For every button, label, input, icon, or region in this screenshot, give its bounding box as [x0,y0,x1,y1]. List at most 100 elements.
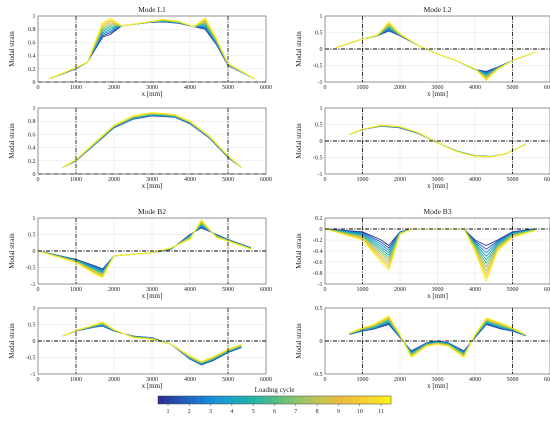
x-tick-label: 3000 [432,177,444,183]
series-cycle-6 [37,223,251,274]
series-cycle-4 [37,224,251,273]
x-tick-label: 4000 [469,377,481,383]
axes-frame [37,217,267,285]
colorbar-segment [207,396,212,404]
y-tick-label: -0.5 [313,156,323,162]
colorbar-segment [355,396,360,404]
x-tick-label: 2000 [108,287,120,293]
colorbar-segment [292,396,297,404]
axes-frame [324,15,550,83]
y-tick-label: -0.2 [313,238,323,244]
colorbar-tick-label: 4 [230,409,233,415]
y-axis-label: Modal strain [8,31,16,67]
y-tick-label: 0.2 [28,67,36,73]
colorbar-segment [362,396,367,404]
colorbar-segment [253,396,258,404]
y-tick-label: 1 [320,106,323,112]
y-tick-label: 0 [320,139,323,145]
y-tick-label: 0 [320,227,323,233]
x-tick-label: 0 [37,377,40,383]
colorbar-segment [182,396,187,404]
colorbar: Loading cycle 1 2 3 4 5 6 7 8 9 10 11 [157,386,392,415]
colorbar-segment [193,396,198,404]
x-tick-label: 0 [324,287,327,293]
y-tick-label: 0 [320,47,323,53]
colorbar-segment [228,396,233,404]
colorbar-segment [373,396,378,404]
colorbar-segment [281,396,286,404]
colorbar-tick-label: 3 [209,409,212,415]
colorbar-segment [158,396,162,404]
x-tick-label: 2000 [394,287,406,293]
y-tick-label: -0.6 [313,260,323,266]
x-tick-label: 3000 [146,85,158,91]
x-tick-label: 1000 [357,177,369,183]
colorbar-segment [186,396,191,404]
series-cycle-11 [349,124,526,158]
y-tick-label: 1 [33,216,36,222]
colorbar-segment [327,396,332,404]
x-tick-label: 4000 [184,85,196,91]
x-tick-label: 1000 [70,377,82,383]
x-axis-label: x [mm] [142,182,163,190]
x-axis-label: x [mm] [142,90,163,98]
y-axis-label: Modal strain [295,323,303,359]
y-tick-label: -1 [318,80,323,86]
series-cycle-2 [336,29,536,73]
colorbar-segment [295,396,300,404]
axes-frame [324,107,550,175]
x-tick-label: 0 [37,287,40,293]
x-axis-label: x [mm] [427,382,448,390]
colorbar-segment [380,396,385,404]
colorbar-segment [232,396,237,404]
colorbar-tick-label: 5 [252,409,255,415]
series-cycle-9 [336,23,536,80]
colorbar-segment [203,396,208,404]
x-tick-label: 4000 [469,177,481,183]
x-tick-label: 0 [37,177,40,183]
x-tick-label: 2000 [108,377,120,383]
x-axis-label: x [mm] [142,292,163,300]
panel-l2-model: 0 1000 2000 3000 4000 5000 6000 -1 -0.5 0 0.5 1 x [m… [295,106,550,190]
colorbar-segment [225,396,230,404]
y-tick-label: 0.2 [315,216,323,222]
y-tick-label: 0 [33,80,36,86]
colorbar-segment [189,396,194,404]
colorbar-segment [278,396,282,404]
panel-title: Mode B2 [138,207,166,216]
panel-b2-measured: 0 1000 2000 3000 4000 5000 6000 -1 -0.5 0 0.5 1 x [m… [8,207,272,300]
x-tick-label: 1000 [357,85,369,91]
colorbar-label: Loading cycle [255,386,295,394]
x-tick-label: 3000 [146,377,158,383]
x-tick-label: 3000 [432,377,444,383]
panel-title: Mode L1 [138,5,166,14]
y-tick-label: -0.8 [313,271,323,277]
colorbar-tick-label: 10 [357,409,363,415]
series-cycle-3 [336,28,536,74]
x-tick-label: 5000 [507,85,519,91]
y-tick-label: 0.8 [28,27,36,33]
colorbar-segment [285,396,290,404]
x-tick-label: 0 [324,85,327,91]
colorbar-segment [263,396,268,404]
series-cycle-5 [336,26,536,76]
colorbar-tick-label: 11 [378,409,384,415]
colorbar-segment [376,396,381,404]
colorbar-segment [383,396,388,404]
colorbar-tick-label: 6 [273,409,276,415]
x-tick-label: 6000 [260,287,272,293]
y-tick-label: -0.5 [313,64,323,70]
y-tick-label: 0 [33,172,36,178]
y-axis-label: Modal strain [8,323,16,359]
colorbar-segment [210,396,215,404]
colorbar-segment [302,396,307,404]
x-tick-label: 4000 [184,377,196,383]
x-tick-label: 6000 [260,85,272,91]
series-cycle-2 [37,226,251,271]
y-axis-label: Modal strain [295,31,303,67]
x-tick-label: 6000 [544,85,550,91]
series-cycle-1 [37,227,251,270]
axes-frame [324,217,550,285]
x-tick-label: 1000 [70,287,82,293]
